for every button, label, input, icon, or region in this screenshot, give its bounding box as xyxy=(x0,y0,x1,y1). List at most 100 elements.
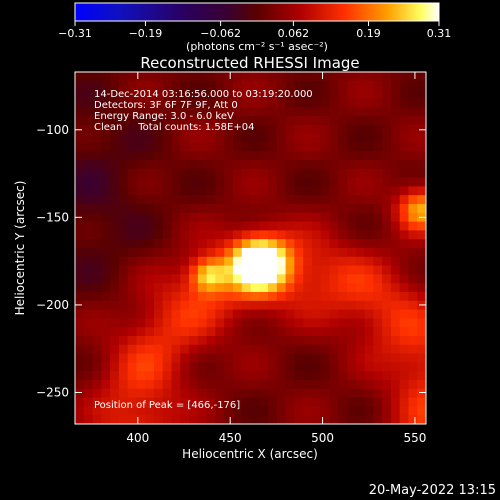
heatmap-cell xyxy=(329,292,339,302)
heatmap-cell xyxy=(303,309,313,319)
heatmap-cell xyxy=(417,344,427,354)
heatmap-cell xyxy=(197,80,208,90)
heatmap-cell xyxy=(153,89,164,99)
heatmap-cell xyxy=(171,309,181,319)
heatmap-cell xyxy=(118,186,129,196)
heatmap-cell xyxy=(338,212,348,222)
heatmap-cell xyxy=(347,248,357,258)
heatmap-cell xyxy=(259,221,269,231)
heatmap-cell xyxy=(127,212,137,222)
heatmap-cell xyxy=(408,353,418,363)
heatmap-cell xyxy=(162,265,172,275)
heatmap-cell xyxy=(329,230,339,240)
heatmap-cell xyxy=(241,98,251,108)
heatmap-cell xyxy=(241,380,251,390)
heatmap-cell xyxy=(390,80,401,90)
heatmap-cell xyxy=(399,230,409,240)
heatmap-cell xyxy=(206,221,216,231)
heatmap-cell xyxy=(364,292,374,302)
heatmap-cell xyxy=(276,160,287,170)
heatmap-cell xyxy=(347,195,357,205)
heatmap-cell xyxy=(232,248,243,258)
heatmap-cell xyxy=(347,80,357,90)
heatmap-cell xyxy=(250,230,260,240)
heatmap-cell xyxy=(259,344,269,354)
heatmap-cell xyxy=(153,388,164,398)
heatmap-cell xyxy=(171,292,181,302)
heatmap-cell xyxy=(162,283,172,293)
heatmap-cell xyxy=(417,133,427,143)
heatmap-cell xyxy=(399,327,409,337)
heatmap-cell xyxy=(83,142,93,152)
heatmap-cell xyxy=(364,212,374,222)
heatmap-cell xyxy=(232,177,243,187)
heatmap-cell xyxy=(171,239,181,249)
heatmap-cell xyxy=(145,327,155,337)
heatmap-cell xyxy=(285,212,295,222)
heatmap-cell xyxy=(329,415,339,425)
heatmap-cell xyxy=(83,353,93,363)
heatmap-cell xyxy=(408,380,418,390)
heatmap-cell xyxy=(171,327,181,337)
heatmap-cell xyxy=(390,195,401,205)
heatmap-cell xyxy=(145,89,155,99)
heatmap-cell xyxy=(338,248,348,258)
heatmap-cell xyxy=(347,388,357,398)
heatmap-cell xyxy=(92,397,102,407)
heatmap-cell xyxy=(294,300,304,310)
annotation-line: Energy Range: 3.0 - 6.0 keV xyxy=(94,111,234,122)
heatmap-cell xyxy=(232,309,243,319)
heatmap-cell xyxy=(189,151,199,161)
heatmap-cell xyxy=(224,406,234,416)
heatmap-cell xyxy=(197,116,208,126)
heatmap-cell xyxy=(320,107,330,117)
heatmap-cell xyxy=(215,318,225,328)
heatmap-cell xyxy=(145,133,155,143)
heatmap-cell xyxy=(189,142,199,152)
heatmap-cell xyxy=(197,186,208,196)
heatmap-cell xyxy=(232,72,243,82)
heatmap-cell xyxy=(320,221,330,231)
heatmap-cell xyxy=(390,221,401,231)
heatmap-cell xyxy=(180,177,190,187)
heatmap-cell xyxy=(408,248,418,258)
heatmap-cell xyxy=(408,89,418,99)
heatmap-cell xyxy=(347,327,357,337)
heatmap-cell xyxy=(83,212,93,222)
heatmap-cell xyxy=(83,160,93,170)
heatmap-cell xyxy=(75,160,85,170)
heatmap-cell xyxy=(162,397,172,407)
heatmap-cell xyxy=(408,406,418,416)
heatmap-cell xyxy=(338,397,348,407)
heatmap-cell xyxy=(294,388,304,398)
heatmap-cell xyxy=(250,221,260,231)
heatmap-cell xyxy=(101,336,111,346)
heatmap-cell xyxy=(285,336,295,346)
heatmap-cell xyxy=(285,98,295,108)
heatmap-cell xyxy=(294,89,304,99)
heatmap-cell xyxy=(110,292,120,302)
heatmap-cell xyxy=(153,160,164,170)
heatmap-cell xyxy=(110,177,120,187)
heatmap-cell xyxy=(101,397,111,407)
heatmap-cell xyxy=(285,72,295,82)
heatmap-cell xyxy=(285,160,295,170)
heatmap-cell xyxy=(118,212,129,222)
heatmap-cell xyxy=(390,133,401,143)
heatmap-cell xyxy=(311,160,322,170)
heatmap-cell xyxy=(189,265,199,275)
heatmap-cell xyxy=(197,212,208,222)
heatmap-cell xyxy=(127,195,137,205)
heatmap-cell xyxy=(101,380,111,390)
heatmap-cell xyxy=(268,353,278,363)
heatmap-cell xyxy=(206,415,216,425)
heatmap-cell xyxy=(311,353,322,363)
heatmap-cell xyxy=(197,265,208,275)
heatmap-cell xyxy=(206,336,216,346)
heatmap-cell xyxy=(303,98,313,108)
heatmap-cell xyxy=(110,124,120,134)
heatmap-cell xyxy=(171,336,181,346)
heatmap-cell xyxy=(285,380,295,390)
heatmap-cell xyxy=(408,415,418,425)
heatmap-cell xyxy=(259,204,269,214)
